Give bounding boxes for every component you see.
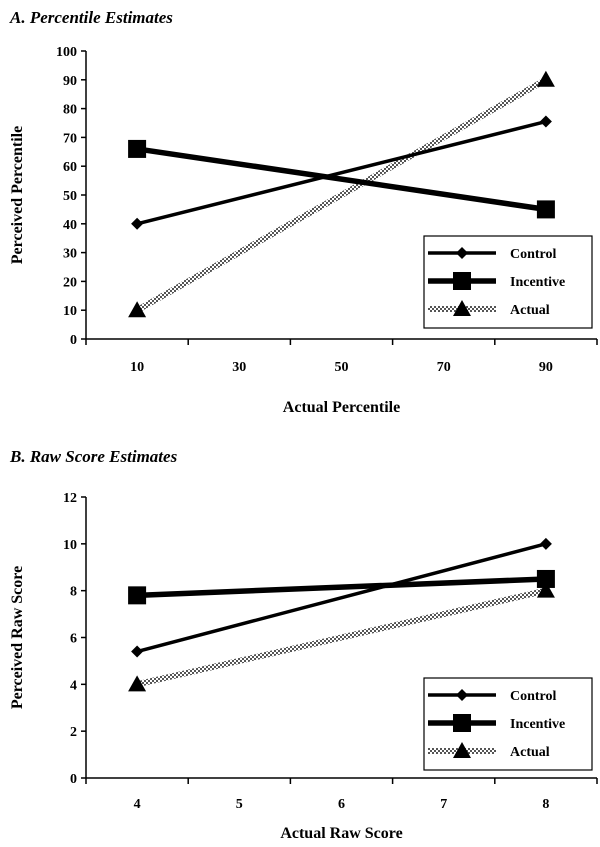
series-line-incentive (136, 146, 547, 213)
data-point-incentive (536, 569, 555, 588)
legend: Control Incentive Actual (423, 677, 593, 771)
data-point-control (539, 115, 552, 128)
y-tick-label: 0 (70, 333, 77, 348)
x-tick-label: 6 (338, 797, 345, 812)
y-tick-label: 4 (70, 678, 77, 693)
legend-label-actual: Actual (510, 303, 550, 318)
legend: Control Incentive Actual (423, 235, 593, 329)
y-tick-label: 2 (70, 725, 77, 740)
y-tick-label: 8 (70, 585, 77, 600)
chart-a-title: A. Percentile Estimates (10, 8, 173, 27)
data-point-actual (536, 70, 555, 87)
y-tick-label: 70 (63, 131, 77, 146)
chart-b-title: B. Raw Score Estimates (10, 447, 178, 466)
x-tick-label: 4 (134, 797, 141, 812)
data-point-control (131, 645, 144, 658)
series-line-actual (135, 77, 548, 313)
data-point-control (539, 537, 552, 550)
legend-marker-actual (453, 742, 471, 758)
series-incentive (128, 139, 555, 219)
y-tick-label: 60 (63, 160, 77, 175)
x-axis-title: Actual Percentile (283, 399, 400, 416)
data-point-incentive (536, 200, 555, 219)
x-tick-label: 30 (232, 360, 246, 375)
y-tick-label: 20 (63, 275, 77, 290)
chart-b: 0 2 4 6 8 10 12 4 5 6 7 8 Actual Raw Score Perceived … (9, 491, 598, 842)
series-line-actual (136, 587, 547, 688)
series-actual (128, 70, 555, 318)
series-control (131, 537, 552, 658)
y-tick-label: 0 (70, 772, 77, 787)
y-tick-label: 50 (63, 189, 77, 204)
y-tick-label: 10 (63, 538, 77, 553)
legend-marker-incentive (453, 272, 471, 290)
legend-marker-actual (453, 300, 471, 316)
x-tick-label: 10 (130, 360, 144, 375)
y-tick-label: 10 (63, 304, 77, 319)
legend-marker-incentive (453, 714, 471, 732)
x-tick-label: 7 (440, 797, 447, 812)
y-tick-label: 80 (63, 103, 77, 118)
legend-label-control: Control (510, 247, 557, 262)
x-tick-label: 50 (335, 360, 349, 375)
data-point-incentive (128, 139, 147, 158)
data-point-actual (536, 581, 555, 598)
y-tick-label: 6 (70, 632, 77, 647)
series-incentive (128, 569, 555, 605)
legend-label-incentive: Incentive (510, 275, 565, 290)
x-tick-label: 90 (539, 360, 553, 375)
y-axis-title: Perceived Percentile (9, 126, 26, 264)
y-tick-label: 30 (63, 247, 77, 262)
data-point-control (131, 217, 144, 230)
x-tick-label: 70 (437, 360, 451, 375)
legend-label-control: Control (510, 689, 557, 704)
y-axis-title: Perceived Raw Score (9, 566, 26, 709)
series-actual (128, 581, 555, 692)
legend-marker-control (456, 247, 468, 259)
y-tick-label: 12 (63, 491, 77, 506)
data-point-actual (128, 301, 147, 318)
data-point-actual (128, 675, 147, 692)
y-tick-label: 100 (56, 45, 77, 60)
legend-label-actual: Actual (510, 745, 550, 760)
x-axis-title: Actual Raw Score (280, 825, 402, 842)
y-tick-label: 40 (63, 218, 77, 233)
series-line-incentive (136, 576, 547, 599)
legend-label-incentive: Incentive (510, 717, 565, 732)
series-line-control (136, 119, 547, 226)
x-tick-label: 8 (542, 797, 549, 812)
data-point-incentive (128, 586, 147, 605)
y-tick-label: 90 (63, 74, 77, 89)
series-line-control (136, 542, 547, 654)
chart-a: 0 10 20 30 40 50 60 70 80 90 100 10 30 50 70 90 Actual P… (9, 45, 598, 416)
series-control (131, 115, 552, 230)
legend-marker-control (456, 689, 468, 701)
x-tick-label: 5 (236, 797, 243, 812)
